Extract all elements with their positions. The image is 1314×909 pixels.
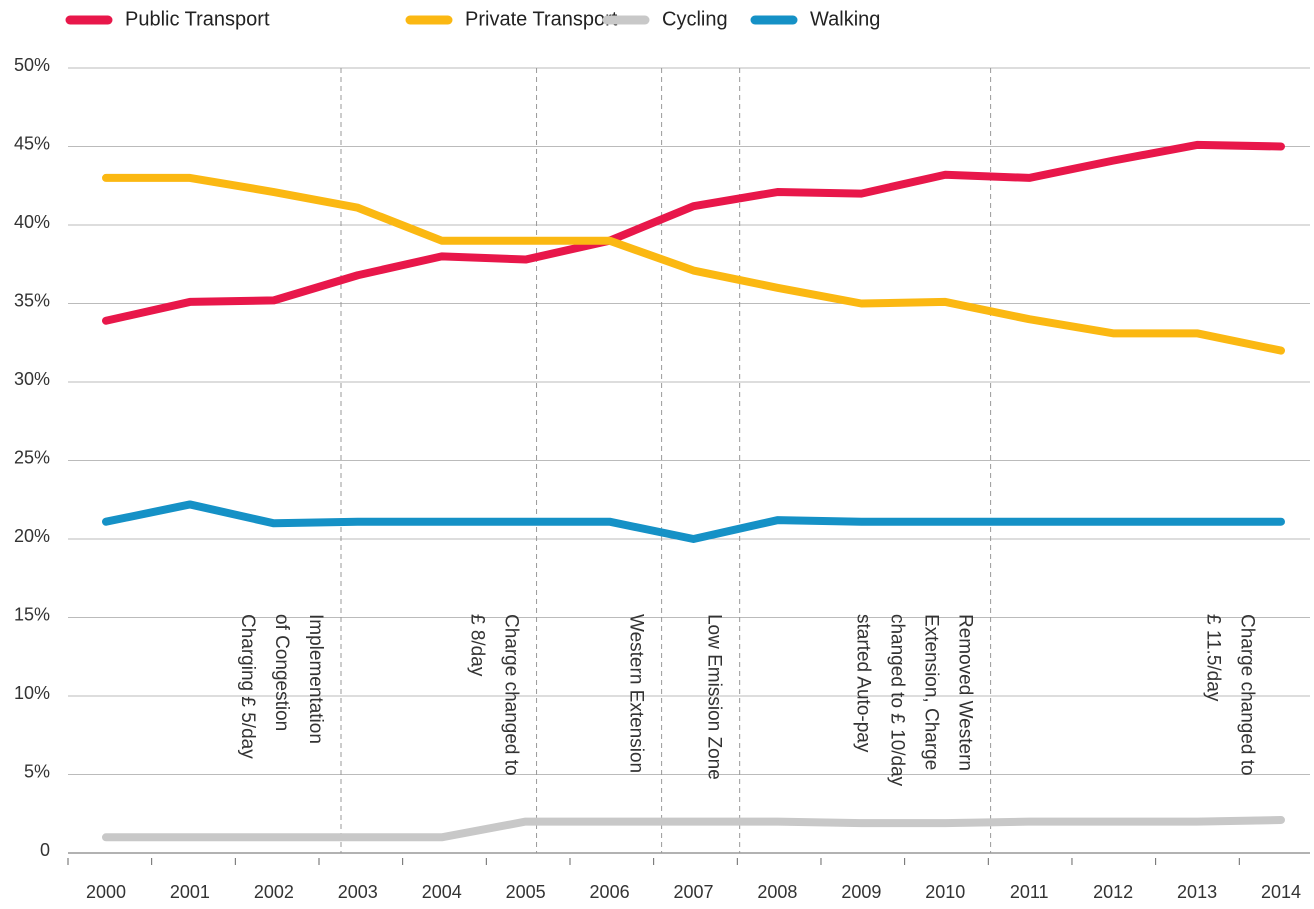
x-tick-label: 2008 (757, 882, 797, 902)
legend: Public Transport Private Transport Cycling… (65, 8, 880, 30)
y-tick-label: 10% (14, 683, 50, 703)
y-tick-label: 20% (14, 526, 50, 546)
legend-label: Public Transport (125, 8, 270, 30)
annotation-text: Implementation (305, 614, 326, 744)
x-tick-label: 2004 (422, 882, 462, 902)
x-tick-label: 2000 (86, 882, 126, 902)
x-tick-label: 2010 (925, 882, 965, 902)
x-tick-label: 2007 (673, 882, 713, 902)
annotation-text: Charging £ 5/day (237, 614, 258, 759)
x-tick-label: 2009 (841, 882, 881, 902)
legend-label: Cycling (662, 8, 728, 30)
series-line (102, 816, 1285, 842)
series-line (102, 173, 1285, 355)
x-tick-label: 2013 (1177, 882, 1217, 902)
annotation-text: of Congestion (271, 614, 292, 731)
x-tick-label: 2003 (338, 882, 378, 902)
annotation-text: Low Emission Zone (704, 614, 725, 780)
x-tick-label: 2006 (590, 882, 630, 902)
series-line (102, 140, 1285, 325)
series-line (102, 500, 1285, 543)
x-tick-label: 2001 (170, 882, 210, 902)
y-tick-label: 15% (14, 604, 50, 624)
annotation-text: started Auto-pay (853, 614, 874, 753)
y-tick-label: 0 (40, 840, 50, 860)
x-tick-label: 2002 (254, 882, 294, 902)
x-tick-label: 2011 (1010, 882, 1049, 902)
x-tick-label: 2005 (506, 882, 546, 902)
annotation-text: Extension, Charge (921, 614, 942, 770)
y-tick-label: 5% (24, 761, 50, 781)
annotation-text: Charge changed to (501, 614, 522, 776)
y-tick-label: 25% (14, 447, 50, 467)
y-tick-label: 45% (14, 133, 50, 153)
legend-label: Walking (810, 8, 880, 30)
y-tick-label: 35% (14, 290, 50, 310)
annotation-text: Removed Western (955, 614, 976, 771)
annotation-text: Western Extension (626, 614, 647, 773)
annotation-text: Charge changed to (1237, 614, 1258, 776)
y-tick-label: 50% (14, 55, 50, 75)
annotation-text: changed to £ 10/day (887, 614, 908, 787)
x-tick-label: 2014 (1261, 882, 1301, 902)
x-tick-label: 2012 (1093, 882, 1133, 902)
annotation-text: £ 11.5/day (1203, 614, 1224, 702)
legend-label: Private Transport (465, 8, 618, 30)
y-tick-label: 30% (14, 369, 50, 389)
annotation-text: £ 8/day (467, 614, 488, 677)
y-tick-label: 40% (14, 212, 50, 232)
